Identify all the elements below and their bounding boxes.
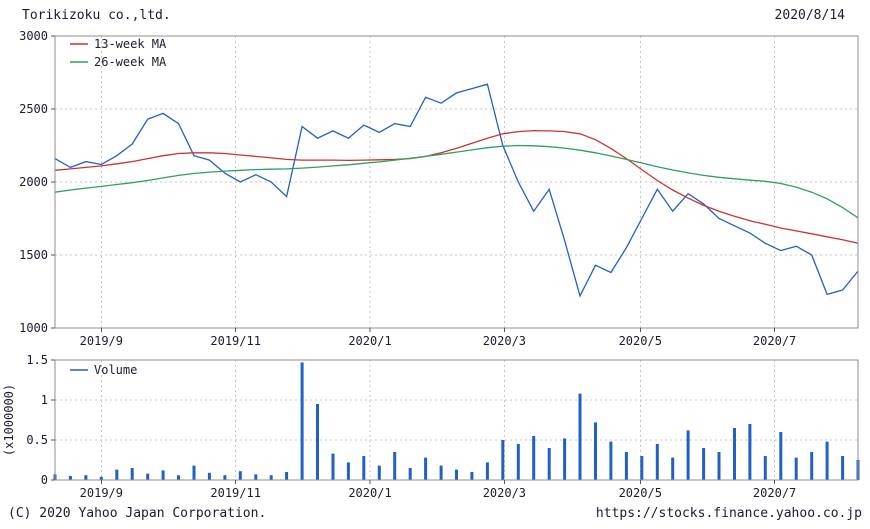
x-tick-label: 2019/11 <box>210 334 261 348</box>
ma26-line <box>54 144 859 219</box>
x-tick-label: 2019/9 <box>80 334 123 348</box>
legend-label: 26-week MA <box>94 55 167 69</box>
x-tick-label: 2020/3 <box>483 334 526 348</box>
y-tick-label: 3000 <box>19 29 48 43</box>
volume-bar <box>655 444 659 480</box>
volume-bar <box>624 452 628 480</box>
volume-bar <box>748 424 752 480</box>
y-tick-label: 1.5 <box>26 353 48 367</box>
price-chart: 1000 1500 2000 2500 3000 2019/9 2019/11 2020/1 2… <box>19 29 859 348</box>
volume-bar <box>640 456 644 480</box>
volume-bar <box>146 473 150 480</box>
x-tick-label: 2020/3 <box>483 486 526 500</box>
chart-title: Torikizoku co.,ltd. <box>22 8 171 23</box>
volume-bar <box>547 448 551 480</box>
volume-bar <box>702 448 706 480</box>
volume-bar <box>609 441 613 480</box>
legend-label: 13-week MA <box>94 37 167 51</box>
volume-bar <box>238 471 242 480</box>
volume-bar <box>733 428 736 480</box>
volume-bar <box>563 438 567 480</box>
copyright-text: (C) 2020 Yahoo Japan Corporation. <box>8 506 267 521</box>
volume-bar <box>671 457 675 480</box>
ma13-line <box>54 129 859 244</box>
volume-chart: 0 0.5 1 1.5 2019/9 2019/11 2020/1 2020/3 2020/5 2… <box>2 353 860 500</box>
y-tick-label: 1500 <box>19 248 48 262</box>
volume-bar <box>594 422 597 480</box>
volume-bar <box>285 472 289 480</box>
volume-bar <box>223 475 227 480</box>
y-tick-label: 2000 <box>19 175 48 189</box>
volume-bar <box>269 475 273 480</box>
volume-bar <box>470 472 474 480</box>
volume-bar <box>532 436 536 480</box>
volume-bar <box>439 465 443 480</box>
x-tick-label: 2019/11 <box>210 486 261 500</box>
volume-bar <box>501 440 505 480</box>
volume-bar <box>686 430 690 480</box>
volume-bar <box>377 465 381 480</box>
volume-bar <box>207 472 211 480</box>
x-tick-label: 2020/1 <box>348 486 391 500</box>
x-tick-label: 2019/9 <box>80 486 123 500</box>
price-line <box>54 83 859 298</box>
volume-bar <box>331 453 335 480</box>
volume-bar <box>763 456 767 480</box>
volume-bar <box>254 474 258 480</box>
volume-bar <box>177 475 180 480</box>
volume-bar <box>99 476 103 480</box>
y-tick-label: 1 <box>41 393 48 407</box>
y-axis-title: (x1000000) <box>2 384 16 456</box>
source-url: https://stocks.finance.yahoo.co.jp <box>595 506 862 521</box>
volume-bar <box>346 462 350 480</box>
volume-bar <box>161 470 165 480</box>
volume-bar <box>192 465 196 480</box>
volume-bar <box>68 476 72 480</box>
volume-bar <box>779 432 783 480</box>
y-tick-label: 0.5 <box>26 433 48 447</box>
volume-bar <box>516 444 520 480</box>
x-tick-label: 2020/5 <box>619 334 662 348</box>
volume-bar <box>362 456 366 480</box>
chart-date: 2020/8/14 <box>774 8 845 23</box>
volume-bar <box>485 462 489 480</box>
x-tick-label: 2020/5 <box>619 486 662 500</box>
x-tick-label: 2020/7 <box>753 486 796 500</box>
legend-label: Volume <box>94 363 137 377</box>
volume-bar <box>130 468 134 480</box>
volume-bar <box>810 452 814 480</box>
y-tick-label: 2500 <box>19 102 48 116</box>
volume-bar <box>424 457 428 480</box>
volume-bar <box>455 469 458 480</box>
volume-bar <box>300 362 304 480</box>
volume-bar <box>825 441 829 480</box>
y-tick-label: 1000 <box>19 321 48 335</box>
volume-bar <box>115 469 119 480</box>
volume-bar <box>408 468 412 480</box>
volume-bar <box>84 475 88 480</box>
x-tick-label: 2020/1 <box>348 334 391 348</box>
volume-bars <box>53 362 860 480</box>
x-tick-label: 2020/7 <box>753 334 796 348</box>
volume-bar <box>393 452 397 480</box>
plot-border <box>54 359 859 481</box>
volume-bar <box>794 457 798 480</box>
volume-bar <box>578 393 582 480</box>
volume-bar <box>717 452 721 480</box>
y-tick-label: 0 <box>41 473 48 487</box>
volume-bar <box>841 456 845 480</box>
volume-bar <box>316 404 319 480</box>
